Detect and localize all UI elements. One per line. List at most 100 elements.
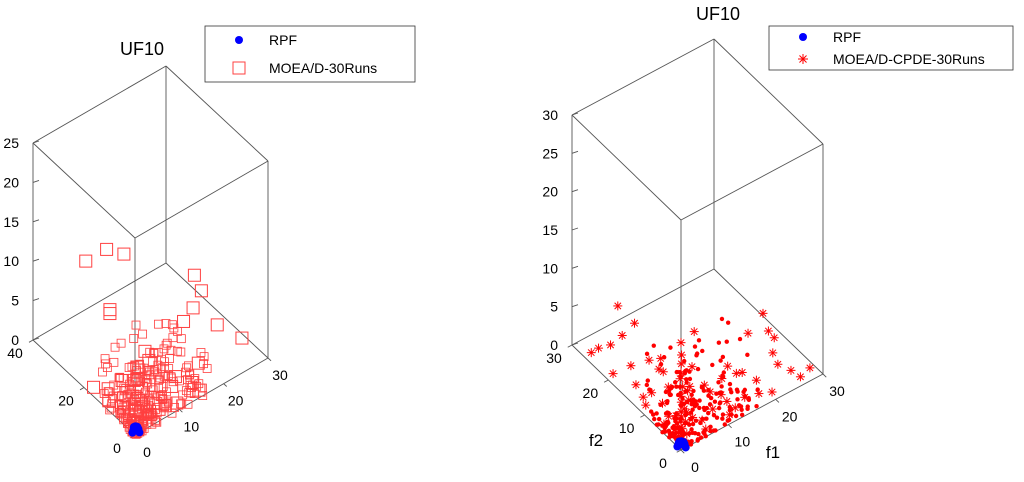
- dense-point: [720, 416, 724, 420]
- dense-point: [714, 391, 718, 395]
- data-point-asterisk: [690, 327, 699, 336]
- x-axis-label: f1: [766, 443, 780, 462]
- dense-point: [716, 380, 720, 384]
- data-point-asterisk: [786, 366, 795, 375]
- dense-point: [718, 358, 722, 362]
- dense-point: [725, 339, 729, 343]
- x-tick-mark: [268, 358, 271, 361]
- y-axis-label: f2: [589, 431, 603, 450]
- dense-point: [723, 422, 727, 426]
- axis-box-edge: [681, 144, 823, 220]
- z-tick-mark: [572, 151, 578, 153]
- legend: RPF MOEA/D-CPDE-30Runs: [769, 26, 1013, 70]
- dense-point: [662, 355, 666, 359]
- z-tick-label: 10: [3, 253, 19, 269]
- dense-point: [679, 391, 683, 395]
- data-point-square: [88, 381, 100, 393]
- data-point-asterisk: [677, 350, 686, 359]
- x-tick-label: 10: [735, 434, 751, 450]
- dense-point: [734, 414, 738, 418]
- dense-point: [655, 423, 659, 427]
- dense-point: [691, 422, 695, 426]
- data-point-asterisk: [752, 376, 761, 385]
- x-tick-label: 20: [228, 393, 244, 409]
- z-tick-label: 5: [550, 299, 558, 315]
- dense-point: [737, 403, 741, 407]
- dense-point: [706, 388, 710, 392]
- chart-title: UF10: [696, 4, 740, 24]
- data-point-asterisk: [773, 360, 782, 369]
- dense-point: [713, 400, 717, 404]
- axis-box-edge: [33, 66, 166, 143]
- dense-square: [132, 321, 140, 329]
- dense-point: [677, 428, 681, 432]
- dense-point: [708, 402, 712, 406]
- data-point-square: [118, 248, 130, 260]
- dense-point: [683, 371, 687, 375]
- z-tick-label: 10: [542, 260, 558, 276]
- legend: RPF MOEA/D-30Runs: [205, 26, 415, 82]
- dense-point: [743, 394, 747, 398]
- data-point-asterisk: [677, 338, 686, 347]
- z-tick-mark: [33, 259, 39, 261]
- dense-point: [652, 417, 656, 421]
- dense-point: [728, 387, 732, 391]
- dense-point: [717, 340, 721, 344]
- z-tick-mark: [33, 220, 39, 222]
- dense-point: [735, 397, 739, 401]
- figure: 0102030020400510152025UF10 RPFMOEA/D-30Ru…: [0, 0, 1024, 482]
- x-tick-mark: [224, 384, 227, 387]
- dense-point: [697, 398, 701, 402]
- dense-point: [718, 400, 722, 404]
- legend-label: MOEA/D-30Runs: [269, 60, 377, 76]
- dense-point: [684, 421, 688, 425]
- x-tick-label: 0: [143, 444, 151, 460]
- data-point-square: [195, 285, 207, 297]
- rpf-point: [678, 440, 686, 448]
- dense-square: [177, 335, 185, 343]
- dense-point: [704, 417, 708, 421]
- z-tick-mark: [572, 190, 578, 192]
- dense-point: [688, 377, 692, 381]
- dense-point: [683, 389, 687, 393]
- data-point-asterisk: [723, 362, 732, 371]
- data-point-asterisk: [764, 327, 773, 336]
- dense-point: [721, 412, 725, 416]
- data-point-square: [101, 243, 113, 255]
- dense-point: [697, 338, 701, 342]
- dense-point: [717, 406, 721, 410]
- z-tick-label: 0: [550, 337, 558, 353]
- data-point-square: [211, 319, 223, 331]
- dense-point: [756, 387, 760, 391]
- y-tick-mark: [604, 380, 608, 382]
- data-point-asterisk: [796, 372, 805, 381]
- dense-point: [674, 411, 678, 415]
- dense-point: [675, 370, 679, 374]
- data-point-square: [104, 308, 116, 320]
- legend-marker-asterisk: [798, 54, 808, 64]
- data-point-asterisk: [722, 397, 731, 406]
- dense-point: [702, 408, 706, 412]
- dense-point: [706, 411, 710, 415]
- dense-point: [708, 429, 712, 433]
- dense-point: [713, 428, 717, 432]
- data-point-asterisk: [609, 369, 618, 378]
- axis-box-edge: [135, 161, 268, 238]
- dense-point: [678, 385, 682, 389]
- dense-point: [727, 418, 731, 422]
- dense-point: [687, 432, 691, 436]
- dense-point: [701, 430, 705, 434]
- dense-point: [691, 389, 695, 393]
- x-tick-mark: [179, 409, 182, 412]
- axis-box-edge: [33, 263, 166, 340]
- z-tick-label: 25: [542, 145, 558, 161]
- dense-square: [169, 334, 177, 342]
- data-point-asterisk: [768, 348, 777, 357]
- dense-point: [679, 404, 683, 408]
- z-tick-label: 15: [3, 214, 19, 230]
- dense-point: [678, 419, 682, 423]
- x-tick-label: 30: [829, 383, 845, 399]
- y-tick-label: 20: [58, 393, 74, 409]
- dense-point: [664, 411, 668, 415]
- data-point-asterisk: [645, 356, 654, 365]
